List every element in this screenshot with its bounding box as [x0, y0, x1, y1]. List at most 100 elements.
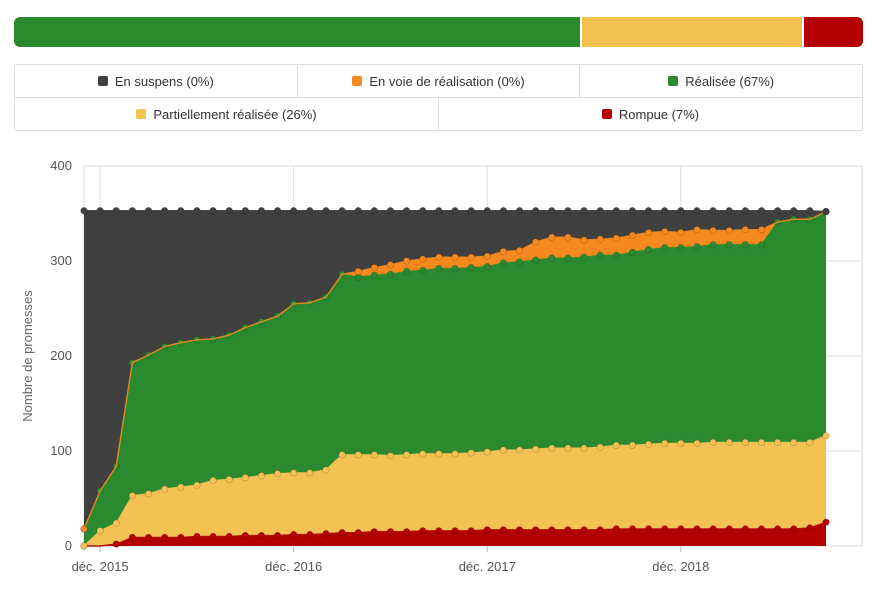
point-en-suspens	[693, 207, 701, 215]
point-rompue	[225, 532, 233, 541]
point-en-suspens	[741, 207, 749, 215]
point-en-suspens	[128, 207, 136, 215]
legend-item[interactable]: Rompue (7%)	[438, 98, 862, 130]
point-realisee	[628, 248, 637, 257]
point-en-voie-de-realisation	[548, 233, 556, 241]
point-rompue	[161, 533, 169, 542]
point-partiellement-realisee	[241, 474, 249, 482]
point-rompue	[612, 525, 620, 533]
point-rompue	[370, 528, 378, 536]
y-tick-label: 100	[50, 443, 72, 458]
point-en-suspens	[177, 207, 185, 215]
legend-item[interactable]: En voie de réalisation (0%)	[296, 65, 580, 97]
point-en-voie-de-realisation	[725, 226, 733, 235]
point-en-suspens	[806, 207, 814, 215]
point-en-suspens	[370, 207, 378, 215]
point-realisee	[677, 244, 685, 252]
legend-swatch	[352, 76, 363, 86]
point-en-voie-de-realisation	[564, 233, 572, 241]
point-partiellement-realisee	[467, 449, 475, 457]
point-rompue	[338, 529, 346, 537]
y-axis-label: Nombre de promesses	[20, 290, 35, 422]
progress-segment-rompue	[803, 17, 863, 47]
point-en-suspens	[225, 207, 233, 215]
legend-item[interactable]: En suspens (0%)	[15, 65, 297, 97]
point-en-suspens	[451, 207, 459, 215]
point-partiellement-realisee	[628, 441, 637, 449]
point-en-voie-de-realisation	[435, 253, 443, 261]
point-partiellement-realisee	[225, 475, 233, 484]
point-partiellement-realisee	[435, 450, 443, 458]
point-en-suspens	[580, 207, 588, 215]
point-en-voie-de-realisation	[354, 267, 362, 276]
point-partiellement-realisee	[548, 444, 556, 452]
point-en-suspens	[467, 207, 475, 215]
progress-segment-realisee	[14, 17, 581, 47]
point-partiellement-realisee	[161, 485, 169, 493]
point-rompue	[354, 529, 362, 537]
point-en-voie-de-realisation	[370, 264, 378, 272]
point-en-voie-de-realisation	[644, 228, 653, 237]
point-rompue	[548, 526, 556, 534]
point-en-suspens	[757, 207, 766, 215]
point-en-suspens	[419, 207, 427, 215]
point-rompue	[532, 526, 540, 534]
point-partiellement-realisee	[774, 438, 782, 447]
point-en-suspens	[564, 207, 572, 215]
point-en-voie-de-realisation	[757, 226, 766, 234]
point-en-voie-de-realisation	[677, 228, 685, 237]
point-partiellement-realisee	[338, 451, 346, 459]
legend-label: En suspens (0%)	[114, 73, 214, 89]
point-partiellement-realisee	[80, 542, 88, 550]
point-en-suspens	[790, 207, 798, 215]
legend-item[interactable]: Partiellement réalisée (26%)	[15, 98, 438, 130]
point-partiellement-realisee	[806, 438, 814, 447]
point-partiellement-realisee	[403, 451, 411, 459]
point-rompue	[693, 525, 701, 533]
point-realisee	[757, 241, 766, 249]
point-partiellement-realisee	[177, 483, 185, 491]
point-partiellement-realisee	[144, 490, 153, 498]
point-en-suspens	[80, 207, 88, 215]
point-partiellement-realisee	[322, 466, 330, 474]
point-en-voie-de-realisation	[483, 252, 491, 260]
point-rompue	[435, 527, 443, 535]
point-en-suspens	[725, 207, 733, 215]
point-realisee	[451, 264, 459, 273]
point-en-suspens	[499, 207, 507, 215]
point-rompue	[806, 524, 814, 532]
point-rompue	[822, 518, 830, 526]
point-partiellement-realisee	[564, 444, 572, 452]
point-partiellement-realisee	[790, 438, 798, 447]
point-en-voie-de-realisation	[693, 226, 701, 234]
area-rompue	[84, 522, 826, 546]
point-en-voie-de-realisation	[451, 253, 459, 261]
point-en-suspens	[677, 207, 685, 215]
stacked-area-chart: 0 100 200 300 400 déc. 2015 déc. 2016 déc. 2017…	[20, 158, 863, 574]
point-realisee	[741, 241, 749, 249]
legend-item[interactable]: Réalisée (67%)	[579, 65, 862, 97]
y-tick-label: 200	[50, 348, 72, 363]
point-partiellement-realisee	[515, 446, 524, 454]
legend-label: Partiellement réalisée (26%)	[153, 106, 317, 122]
y-tick-label: 400	[50, 158, 72, 173]
point-partiellement-realisee	[661, 439, 669, 448]
point-rompue	[403, 528, 411, 536]
point-rompue	[790, 525, 798, 533]
point-realisee	[467, 264, 475, 272]
point-rompue	[419, 527, 427, 535]
point-en-suspens	[354, 207, 362, 215]
point-partiellement-realisee	[273, 470, 282, 478]
area-en-suspens	[84, 210, 826, 529]
point-en-suspens	[515, 207, 524, 215]
point-en-suspens	[644, 207, 653, 215]
point-rompue	[774, 525, 782, 533]
point-en-suspens	[483, 207, 491, 215]
point-en-suspens	[403, 207, 411, 215]
point-realisee	[596, 251, 604, 259]
point-en-suspens	[306, 207, 314, 215]
point-rompue	[209, 532, 217, 541]
point-partiellement-realisee	[386, 452, 395, 460]
point-realisee	[499, 259, 507, 267]
point-rompue	[515, 526, 524, 534]
